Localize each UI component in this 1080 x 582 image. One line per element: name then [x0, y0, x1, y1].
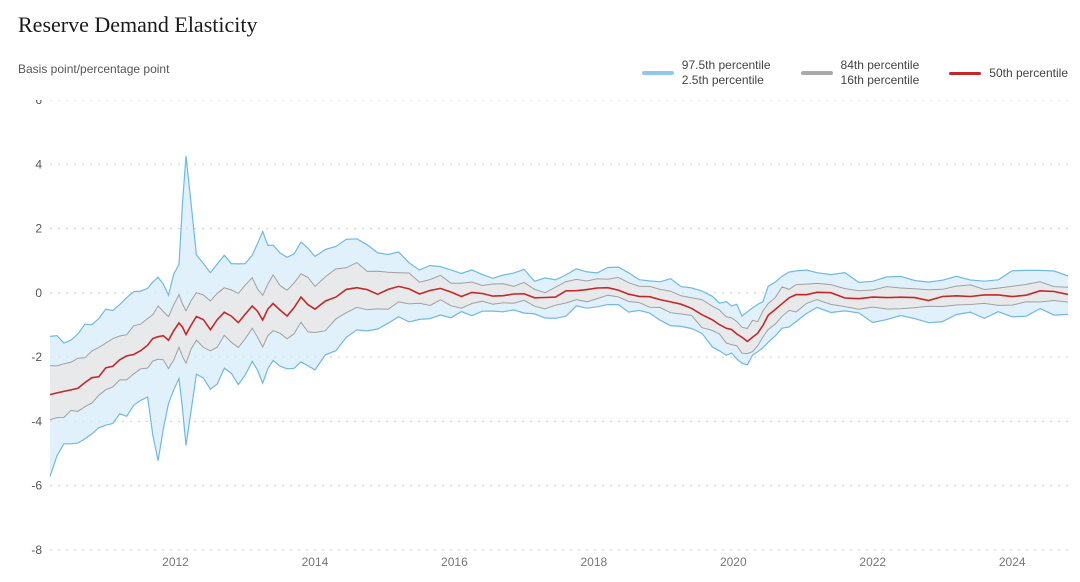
legend-item-inner: 84th percentile 16th percentile [801, 58, 920, 88]
legend-label: 97.5th percentile [682, 58, 771, 73]
svg-text:2024: 2024 [999, 555, 1026, 569]
svg-text:-2: -2 [31, 350, 42, 364]
svg-text:2012: 2012 [162, 555, 189, 569]
svg-text:2020: 2020 [720, 555, 747, 569]
legend-label: 84th percentile [841, 58, 920, 73]
legend-label: 2.5th percentile [682, 73, 771, 88]
legend-item-median: 50th percentile [949, 66, 1068, 81]
legend-swatch [801, 71, 833, 75]
svg-text:2: 2 [35, 222, 42, 236]
legend-label: 16th percentile [841, 73, 920, 88]
legend: 97.5th percentile 2.5th percentile 84th … [642, 58, 1068, 88]
chart-title: Reserve Demand Elasticity [0, 0, 1080, 38]
svg-text:6: 6 [35, 100, 42, 107]
svg-text:2018: 2018 [581, 555, 608, 569]
chart-area: -8 -6 -4 -2 0 2 4 6 2012 2014 2016 2018 2020 2022 2024 [18, 100, 1068, 570]
svg-text:-8: -8 [31, 543, 42, 557]
svg-text:2022: 2022 [859, 555, 886, 569]
legend-item-outer: 97.5th percentile 2.5th percentile [642, 58, 771, 88]
svg-text:0: 0 [35, 286, 42, 300]
svg-text:-6: -6 [31, 479, 42, 493]
y-axis-label: Basis point/percentage point [18, 62, 169, 76]
svg-text:2016: 2016 [441, 555, 468, 569]
svg-text:2014: 2014 [302, 555, 329, 569]
svg-text:-4: -4 [31, 414, 42, 428]
svg-text:4: 4 [35, 157, 42, 171]
legend-swatch [642, 71, 674, 75]
legend-swatch [949, 72, 981, 75]
legend-label: 50th percentile [989, 66, 1068, 81]
chart-svg: -8 -6 -4 -2 0 2 4 6 2012 2014 2016 2018 2020 2022 2024 [18, 100, 1068, 570]
